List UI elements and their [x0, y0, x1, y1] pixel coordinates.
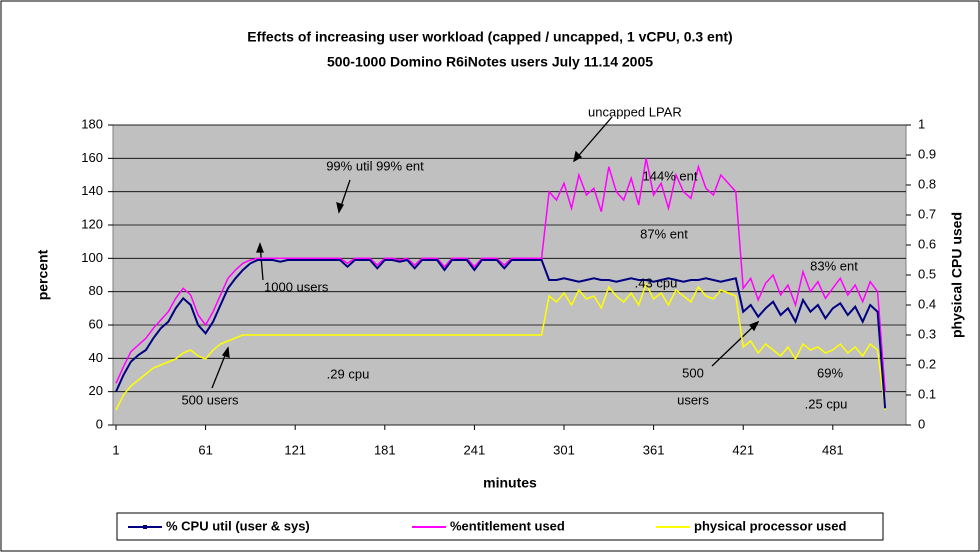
- annotation: 500: [682, 365, 704, 380]
- y-tick-label: 80: [89, 283, 103, 298]
- x-tick-label: 61: [198, 442, 212, 457]
- y-tick-label: 140: [81, 183, 103, 198]
- series-line: [115, 258, 887, 409]
- y2-tick-label: 0: [918, 416, 925, 431]
- x-tick-label: 361: [643, 442, 665, 457]
- x-tick-label: 181: [374, 442, 396, 457]
- y2-tick-label: 0.8: [918, 176, 936, 191]
- y2-tick-label: 0.7: [918, 206, 936, 221]
- y2-axis-title: physical CPU used: [949, 212, 965, 338]
- series-line: [115, 282, 886, 411]
- y2-tick-label: 0.1: [918, 386, 936, 401]
- series-line: [115, 158, 886, 392]
- legend-label: %entitlement used: [450, 518, 565, 533]
- chart-subtitle: 500-1000 Domino R6iNotes users July 11.1…: [327, 54, 653, 70]
- y-tick-label: 40: [89, 350, 103, 365]
- annotation: .29 cpu: [327, 366, 370, 381]
- annotation: 1000 users: [264, 279, 329, 294]
- y-axis-title: percent: [35, 249, 51, 300]
- annotation: 87% ent: [640, 226, 688, 241]
- annotation: 144% ent: [643, 168, 698, 183]
- legend-marker: [143, 525, 147, 529]
- legend-box: [116, 512, 884, 541]
- y2-tick-label: 0.5: [918, 266, 936, 281]
- annotation: users: [677, 392, 709, 407]
- y2-tick-label: 0.6: [918, 236, 936, 251]
- y-tick-label: 60: [89, 316, 103, 331]
- annotation: uncapped LPAR: [588, 104, 682, 119]
- y-tick-label: 0: [96, 416, 103, 431]
- y2-tick-label: 0.3: [918, 326, 936, 341]
- annotation: 500 users: [181, 392, 239, 407]
- y-tick-label: 160: [81, 150, 103, 165]
- x-tick-label: 481: [822, 442, 844, 457]
- y2-tick-label: 1: [918, 116, 925, 131]
- chart-title: Effects of increasing user workload (cap…: [247, 29, 732, 45]
- x-tick-label: 301: [553, 442, 575, 457]
- annotation: 99% util 99% ent: [326, 158, 424, 173]
- x-tick-label: 121: [284, 442, 306, 457]
- y2-tick-label: 0.2: [918, 356, 936, 371]
- legend-label: % CPU util (user & sys): [166, 518, 310, 533]
- x-tick-label: 1: [112, 442, 119, 457]
- legend-label: physical processor used: [694, 518, 847, 533]
- annotation: 69%: [817, 365, 843, 380]
- annotation: .25 cpu: [805, 396, 848, 411]
- y-tick-label: 180: [81, 116, 103, 131]
- x-tick-label: 241: [464, 442, 486, 457]
- y-tick-label: 100: [81, 250, 103, 265]
- annotation: 83% ent: [810, 258, 858, 273]
- y2-tick-label: 0.4: [918, 296, 936, 311]
- y-tick-label: 20: [89, 383, 103, 398]
- x-axis-title: minutes: [483, 475, 537, 491]
- y2-tick-label: 0.9: [918, 146, 936, 161]
- x-tick-label: 421: [732, 442, 754, 457]
- annotation: .43 cpu: [635, 275, 678, 290]
- y-tick-label: 120: [81, 216, 103, 231]
